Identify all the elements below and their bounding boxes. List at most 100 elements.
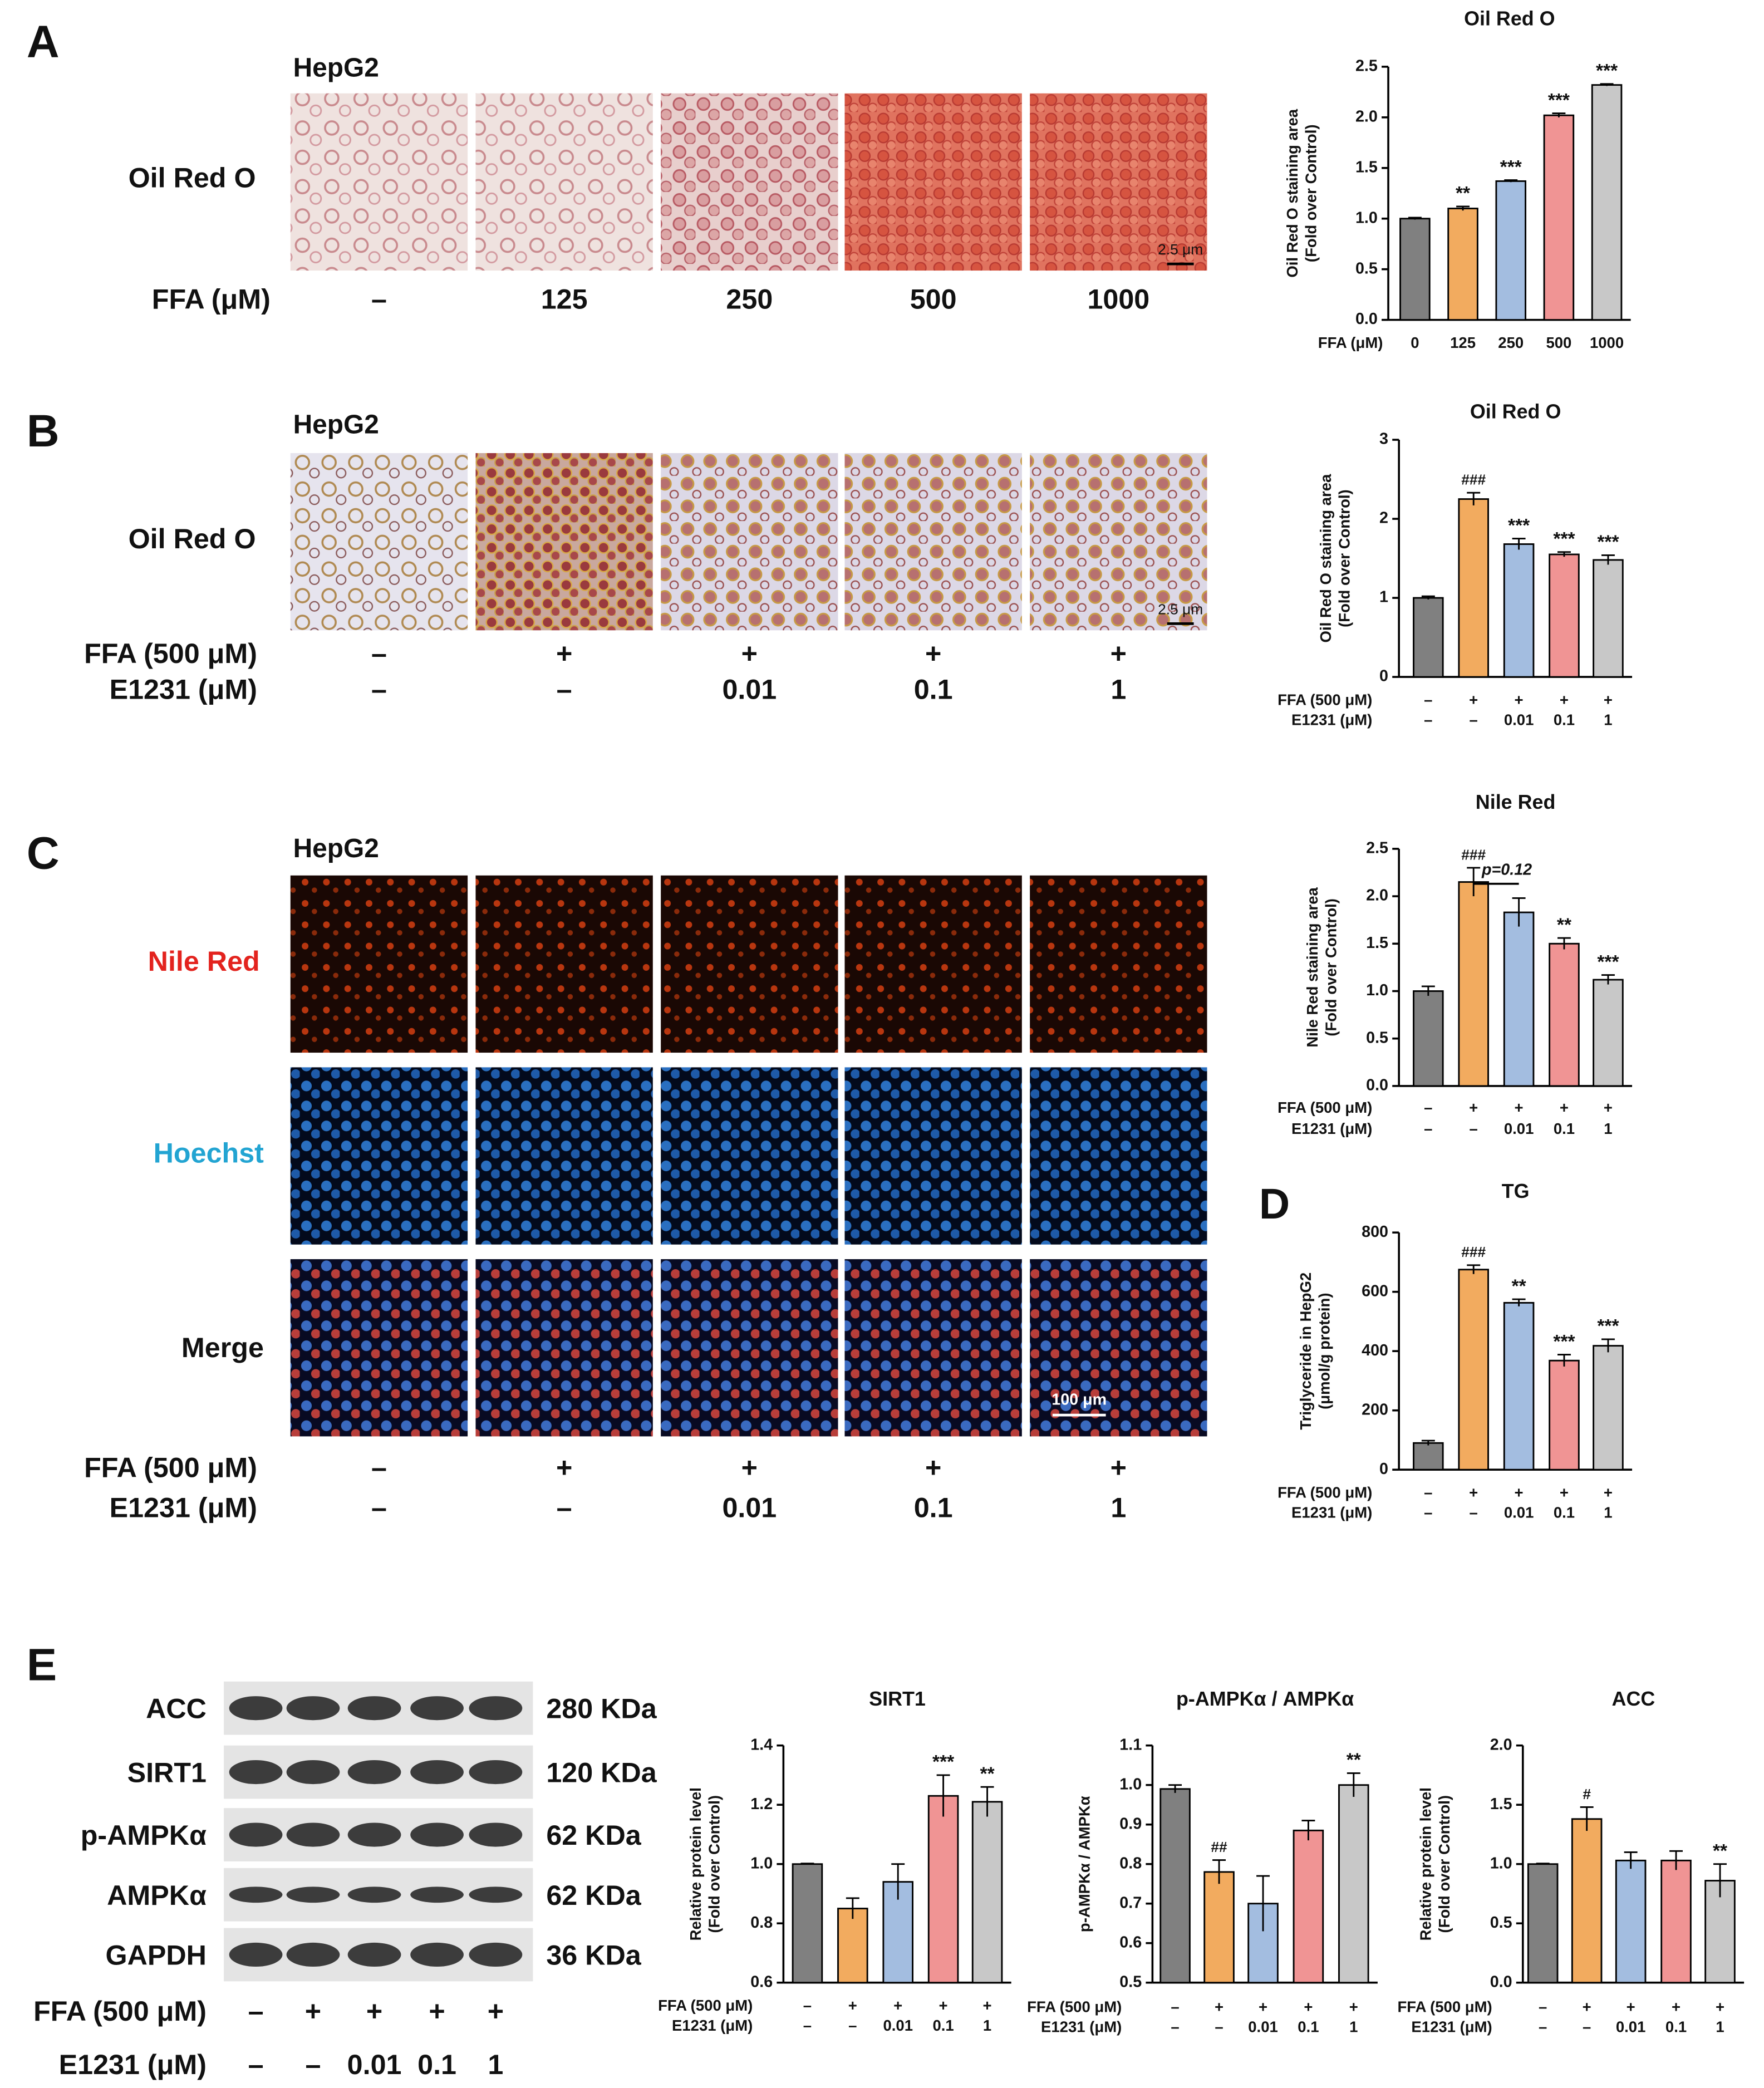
bar [1495,180,1526,321]
blot-band [410,1696,464,1721]
x-tick-label: + [1560,1099,1569,1116]
blot-band [469,1822,523,1847]
treatment-label: E1231 (μM) [110,1492,257,1523]
blot-size: 36 KDa [546,1940,641,1971]
y-tick-label: 1 [1379,588,1388,606]
y-tick-label: 0.7 [1119,1894,1142,1912]
x-row-label: E1231 (μM) [1291,1504,1372,1521]
x-tick-label: + [1304,1998,1313,2015]
treatment-value: 0.1 [417,2049,456,2080]
micrograph [475,875,653,1053]
treatment-value: + [741,638,758,669]
panel-letter: C [27,828,60,879]
treatment-value: 500 [910,283,957,315]
bar [927,1795,959,1984]
y-axis-label-line: p-AMPKα / AMPKα [1076,1796,1093,1932]
y-axis-label-line: (Fold over Control) [706,1795,723,1933]
y-tick-label: 0.5 [1119,1973,1142,1991]
bar [1203,1871,1235,1984]
x-tick-label: + [1515,1484,1524,1501]
significance: *** [1500,157,1522,178]
x-tick-label: – [803,2017,812,2034]
blot-band [469,1886,523,1903]
y-axis-label-line: (Fold over Control) [1436,1795,1453,1933]
treatment-value: 0.1 [914,1492,953,1523]
micrograph [844,1259,1022,1437]
y-tick-label: 2.0 [1490,1736,1512,1753]
x-tick-label: + [1604,691,1613,708]
treatment-value: + [556,1452,572,1483]
row-label: Hoechst [154,1138,264,1169]
y-tick-label: 0.0 [1355,310,1378,328]
blot-band [410,1942,464,1967]
x-tick-label: 0.1 [1298,2018,1319,2035]
significance: *** [1508,515,1530,536]
blot-label: p-AMPKα [81,1820,207,1851]
x-tick-label: – [848,2017,857,2034]
y-tick-label: 0.8 [1119,1854,1142,1872]
x-tick-label: 1 [1349,2018,1358,2035]
x-tick-label: – [1424,1484,1432,1501]
x-tick-label: + [1215,1998,1224,2015]
blot-band [410,1822,464,1847]
treatment-label: E1231 (μM) [110,674,257,705]
x-tick-label: – [1470,1120,1478,1137]
x-tick-label: 500 [1546,334,1571,351]
treatment-value: 250 [726,283,773,315]
y-tick-label: 1.1 [1119,1736,1142,1753]
blot-band [229,1886,283,1903]
blot-label: AMPKα [107,1880,207,1911]
chart-title: TG [1502,1180,1530,1202]
y-tick-label: 1.0 [1119,1775,1142,1793]
y-tick-label: 1.0 [1366,981,1388,999]
x-tick-label: 0.1 [1554,1120,1575,1137]
y-tick-label: 2.5 [1355,57,1378,75]
treatment-value: 0.01 [722,1492,777,1523]
micrograph [844,93,1022,271]
bar [837,1908,868,1984]
y-axis-label: Oil Red O staining area (Fold over Contro… [1317,474,1353,642]
x-tick-label: + [983,1997,992,2014]
row-label: Oil Red O [129,523,256,554]
x-row-label: E1231 (μM) [1041,2018,1122,2035]
x-tick-label: 1 [1604,1504,1612,1521]
bar [1527,1863,1559,1984]
blot-band [286,1760,340,1785]
bar [1591,84,1623,321]
significance: ** [1347,1750,1361,1771]
micrograph [290,453,468,631]
x-tick-label: 0.01 [1616,2018,1646,2035]
x-tick-label: + [1469,1484,1478,1501]
treatment-value: 1 [1111,1492,1126,1523]
x-row-label: FFA (500 μM) [1397,1998,1492,2015]
x-tick-label: 1 [983,2017,991,2034]
x-row-label: FFA (500 μM) [658,1997,753,2014]
micrograph [475,93,653,271]
x-tick-label: 1000 [1590,334,1624,351]
panel-letter: E [27,1639,57,1690]
significance: ** [980,1764,995,1785]
blot-band [286,1822,340,1847]
micrograph [1030,453,1207,631]
treatment-value: 1 [1111,674,1126,705]
y-tick-label: 1.0 [1490,1854,1512,1872]
treatment-value: 1 [488,2049,503,2080]
x-row-label: E1231 (μM) [1291,711,1372,728]
significance: *** [1548,90,1570,111]
y-axis-label: Triglyceride in HepG2 (μmol/g protein) [1297,1273,1333,1430]
y-tick-label: 1.4 [750,1736,773,1753]
x-tick-label: – [1424,1099,1432,1116]
bar [1338,1784,1369,1984]
x-tick-label: – [803,1997,812,2014]
x-tick-label: 0.1 [932,2017,954,2034]
y-tick-label: 2.0 [1355,107,1378,125]
treatment-label: FFA (500 μM) [84,638,257,669]
panel-letter: D [1259,1181,1290,1228]
bar [1413,1442,1444,1471]
bar [1549,553,1580,678]
blot-band [347,1696,401,1721]
blot-band [229,1822,283,1847]
y-tick-label: 1.2 [750,1795,773,1813]
micrograph [475,1067,653,1245]
y-tick-label: 1.5 [1366,934,1388,952]
